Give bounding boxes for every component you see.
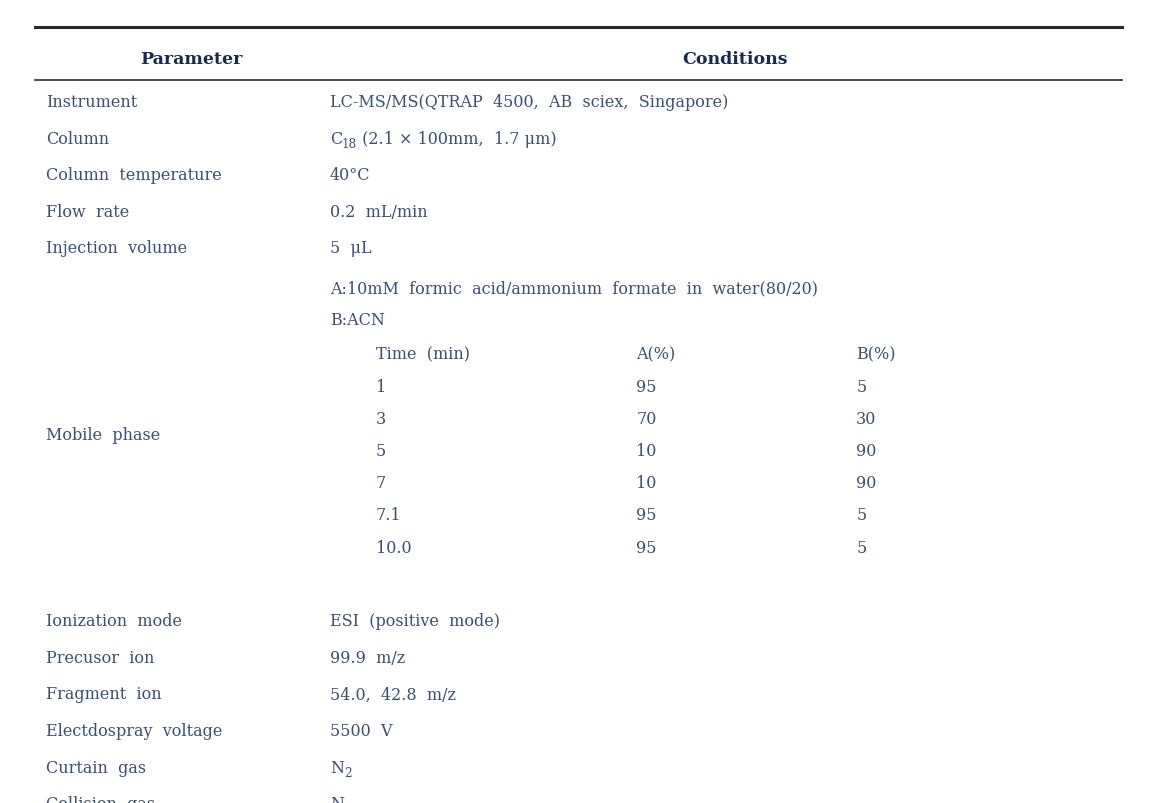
Text: Precusor  ion: Precusor ion bbox=[46, 649, 155, 666]
Text: 54.0,  42.8  m/z: 54.0, 42.8 m/z bbox=[330, 686, 456, 703]
Text: Collision  gas: Collision gas bbox=[46, 795, 155, 803]
Text: B(%): B(%) bbox=[856, 346, 896, 363]
Text: ESI  (positive  mode): ESI (positive mode) bbox=[330, 613, 500, 630]
Text: 95: 95 bbox=[636, 539, 657, 556]
Text: Mobile  phase: Mobile phase bbox=[46, 426, 161, 443]
Text: Flow  rate: Flow rate bbox=[46, 204, 130, 221]
Text: 90: 90 bbox=[856, 442, 877, 459]
Text: Ionization  mode: Ionization mode bbox=[46, 613, 183, 630]
Text: Column: Column bbox=[46, 131, 110, 148]
Text: 10: 10 bbox=[636, 442, 657, 459]
Text: 7: 7 bbox=[376, 475, 386, 491]
Text: N: N bbox=[330, 795, 344, 803]
Text: Electdospray  voltage: Electdospray voltage bbox=[46, 722, 222, 739]
Text: Column  temperature: Column temperature bbox=[46, 167, 222, 184]
Text: 2: 2 bbox=[344, 766, 352, 779]
Text: 10: 10 bbox=[636, 475, 657, 491]
Text: 5: 5 bbox=[856, 539, 867, 556]
Text: 40°C: 40°C bbox=[330, 167, 370, 184]
Text: 5  μL: 5 μL bbox=[330, 240, 371, 257]
Text: N: N bbox=[330, 759, 344, 776]
Text: 70: 70 bbox=[636, 410, 657, 427]
Text: Fragment  ion: Fragment ion bbox=[46, 686, 162, 703]
Text: 5: 5 bbox=[856, 507, 867, 524]
Text: 30: 30 bbox=[856, 410, 877, 427]
Text: 1: 1 bbox=[376, 378, 386, 395]
Text: 7.1: 7.1 bbox=[376, 507, 401, 524]
Text: B:ACN: B:ACN bbox=[330, 312, 384, 328]
Text: (2.1 × 100mm,  1.7 μm): (2.1 × 100mm, 1.7 μm) bbox=[358, 131, 557, 148]
Text: Parameter: Parameter bbox=[140, 51, 242, 68]
Text: 90: 90 bbox=[856, 475, 877, 491]
Text: Conditions: Conditions bbox=[681, 51, 788, 68]
Text: Injection  volume: Injection volume bbox=[46, 240, 187, 257]
Text: A:10mM  formic  acid/ammonium  formate  in  water(80/20): A:10mM formic acid/ammonium formate in w… bbox=[330, 280, 818, 297]
Text: 18: 18 bbox=[342, 138, 358, 151]
Text: 95: 95 bbox=[636, 507, 657, 524]
Text: 95: 95 bbox=[636, 378, 657, 395]
Text: 10.0: 10.0 bbox=[376, 539, 412, 556]
Text: Time  (min): Time (min) bbox=[376, 346, 470, 363]
Text: A(%): A(%) bbox=[636, 346, 676, 363]
Text: 99.9  m/z: 99.9 m/z bbox=[330, 649, 405, 666]
Text: 0.2  mL/min: 0.2 mL/min bbox=[330, 204, 427, 221]
Text: Curtain  gas: Curtain gas bbox=[46, 759, 147, 776]
Text: 5: 5 bbox=[376, 442, 386, 459]
Text: Instrument: Instrument bbox=[46, 94, 138, 111]
Text: 3: 3 bbox=[376, 410, 386, 427]
Text: C: C bbox=[330, 131, 342, 148]
Text: LC-MS/MS(QTRAP  4500,  AB  sciex,  Singapore): LC-MS/MS(QTRAP 4500, AB sciex, Singapore… bbox=[330, 94, 728, 111]
Text: 5: 5 bbox=[856, 378, 867, 395]
Text: 5500  V: 5500 V bbox=[330, 722, 392, 739]
